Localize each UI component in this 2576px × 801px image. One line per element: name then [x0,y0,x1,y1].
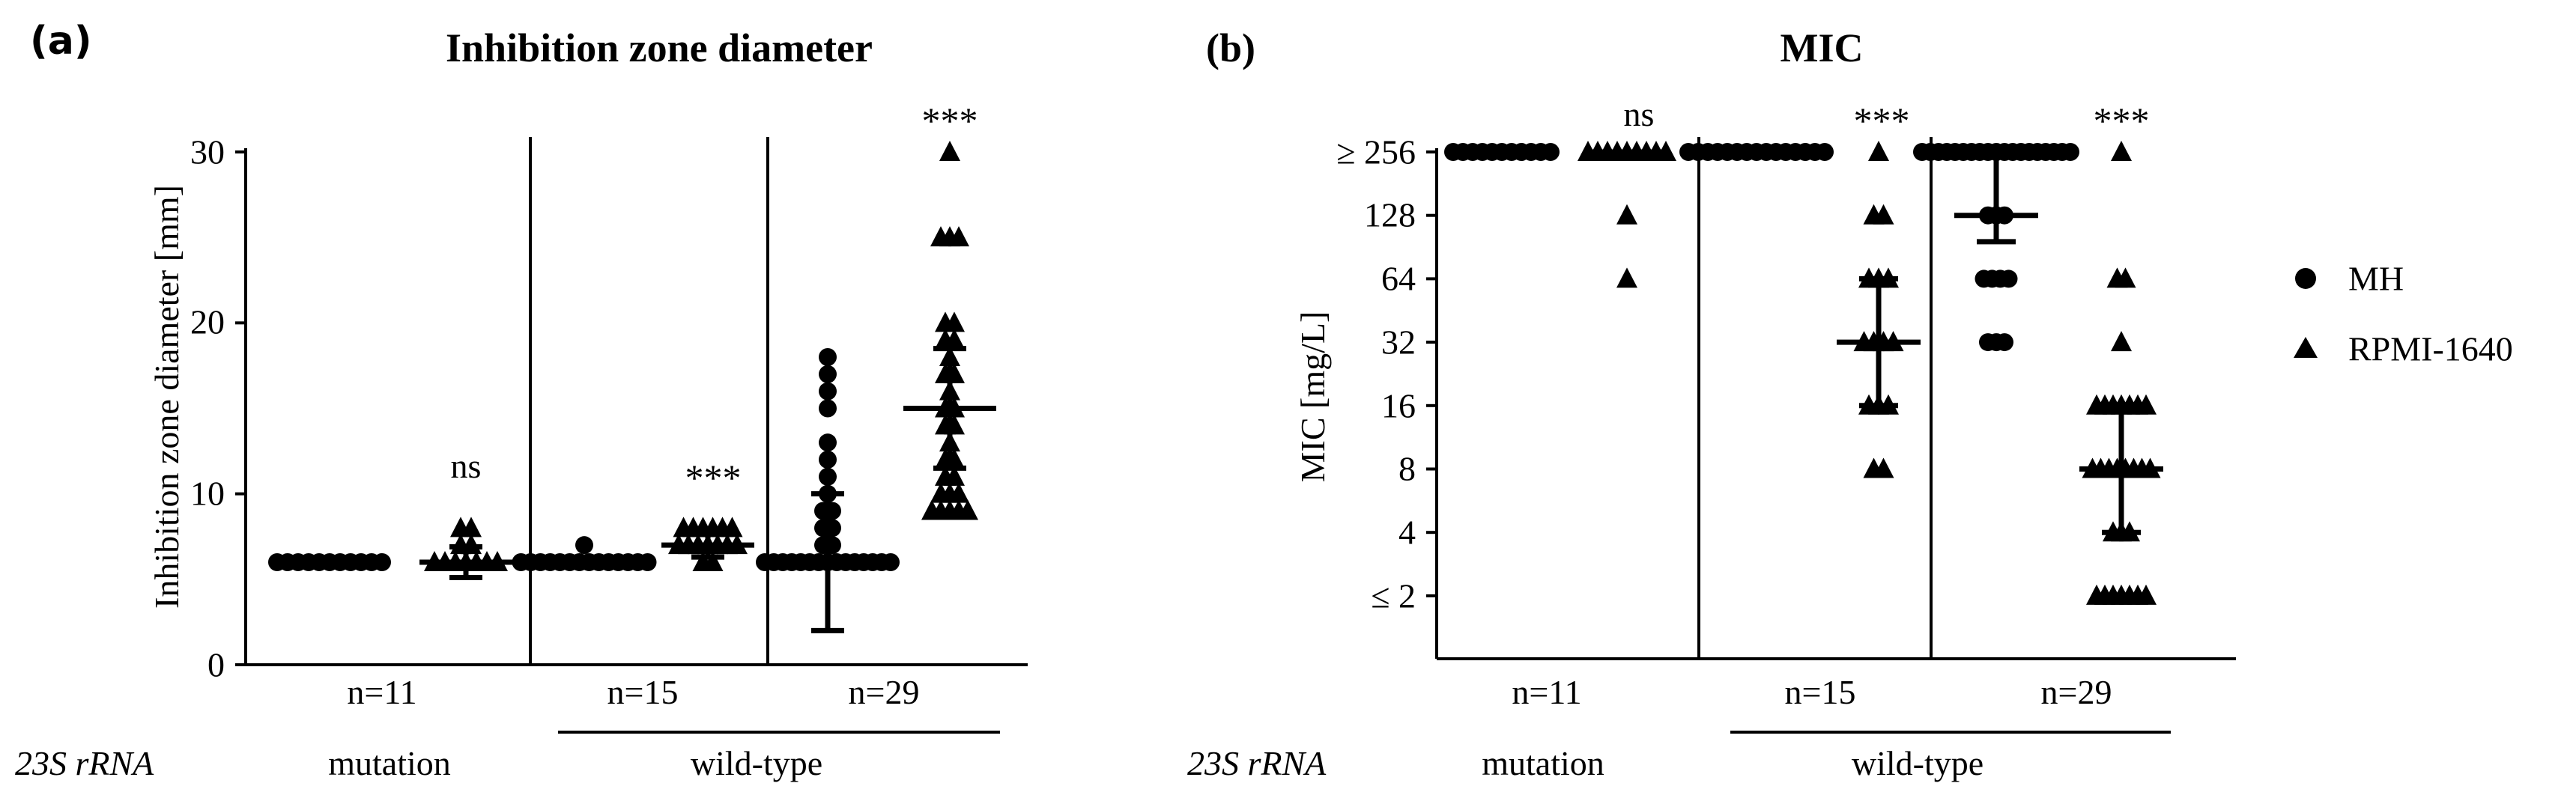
panel-b-ytick-4: 4 [1398,514,1416,552]
panel-b-sig-group-1: ns [1624,95,1655,133]
panel-a-g2-rpmi-point [721,517,743,537]
panel-b-genotype-mutation: mutation [1482,744,1604,782]
legend-mh-label: MH [2348,260,2404,298]
panel-a-g3-mh-point [819,433,837,452]
panel-a-g3-rpmi-point [944,329,965,350]
panel-a-row-label: 23S rRNA [15,744,154,782]
panel-a-g3-mh-point [819,365,837,383]
panel-a-sig-group-1: ns [451,447,482,485]
panel-a-g3-rpmi-point [948,482,969,503]
panel-a-g1-mh-point [373,553,391,571]
panel-a-ytick-30: 30 [190,133,225,171]
panel-b-ylabel: MIC [mg/L] [1294,311,1332,483]
legend-mh-marker [2295,268,2316,289]
panel-b-genotype-wildtype: wild-type [1852,744,1983,782]
panel-a-g3-mh-point [819,399,837,418]
panel-a-g2-mh-point [638,553,657,571]
panel-b-sig-group-2: *** [1854,100,1910,141]
panel-b-g3-mh-point [2061,143,2079,161]
panel-a-g1-rpmi-point [461,517,482,537]
panel-b-ytick-128: 128 [1364,196,1416,234]
panel-a-g3-rpmi-point [948,226,969,247]
legend-rpmi-marker [2294,337,2318,358]
panel-b-g2-rpmi-point [1873,457,1894,478]
panel-a-ytick-10: 10 [190,475,225,513]
panel-b-g3-mh-point [1999,269,2018,288]
panel-b-ytick-16: 16 [1381,387,1416,425]
panel-a-g2-rpmi-point [702,551,724,571]
panel-a-g3-mh-point [819,348,837,366]
panel-a-title: Inhibition zone diameter [446,25,873,70]
panel-b-ytick-2: ≤ 2 [1371,577,1416,615]
panel-a-ylabel: Inhibition zone diameter [mm] [148,185,186,609]
panel-b-g2-rpmi-point [1873,204,1894,225]
panel-a-n-label-2: n=15 [607,673,679,711]
panel-a-g3-rpmi-point [957,499,978,520]
panel-b-g3-rpmi-point [2136,584,2157,605]
panel-a-plot [235,137,1028,666]
panel-b-g3-mh-point [1995,333,2013,352]
panel-a-g3-rpmi-point [939,141,960,161]
panel-b-ytick-32: 32 [1381,323,1416,362]
panel-b-label: (b) [1206,25,1255,70]
panel-b-ytick-64: 64 [1381,260,1416,298]
panel-b-g2-mh-point [1816,143,1834,161]
panel-a-n-label-1: n=11 [347,673,416,711]
panel-a-g3-mh-point [819,467,837,486]
legend-rpmi-label: RPMI-1640 [2348,330,2513,368]
panel-b-n-label-2: n=15 [1785,673,1856,711]
panel-a-g3-mh-point [882,553,900,571]
panel-a-n-label-3: n=29 [849,673,920,711]
panel-b-ytick-8: 8 [1398,450,1416,488]
panel-a-sig-group-3: *** [922,100,978,141]
panel-b-n-label-1: n=11 [1512,673,1581,711]
panel-b-g3-rpmi-point [2111,331,2132,352]
panel-a-genotype-wildtype: wild-type [691,744,822,782]
panel-a-sig-group-2: *** [685,457,742,499]
panel-b-plot [1426,137,2236,660]
panel-a-g3-mh-point [819,451,837,469]
panel-b-sig-group-3: *** [2094,100,2150,141]
panel-b-ytick-256: ≥ 256 [1336,133,1416,171]
panel-a-genotype-mutation: mutation [328,744,451,782]
panel-a-g2-mh-point [575,536,593,555]
panel-b-g2-rpmi-point [1868,141,1889,161]
panel-b-row-label: 23S rRNA [1187,744,1327,782]
panel-b-g1-rpmi-point [1616,204,1637,225]
panel-b-n-label-3: n=29 [2041,673,2112,711]
panel-b-g3-rpmi-point [2115,267,2136,288]
panel-b-g3-rpmi-point [2136,394,2157,415]
panel-a-ytick-0: 0 [207,646,225,684]
panel-b-g1-rpmi-point [1616,267,1637,288]
panel-b-g1-mh-point [1542,143,1560,161]
panel-a-g3-rpmi-point [944,465,965,486]
panel-b-g3-rpmi-point [2111,141,2132,161]
panel-b-title: MIC [1781,25,1864,70]
panel-a-ytick-20: 20 [190,303,225,341]
panel-a-g3-mh-point [819,382,837,400]
panel-a-g3-rpmi-point [944,311,965,332]
panel-a-label: (a) [30,19,92,64]
